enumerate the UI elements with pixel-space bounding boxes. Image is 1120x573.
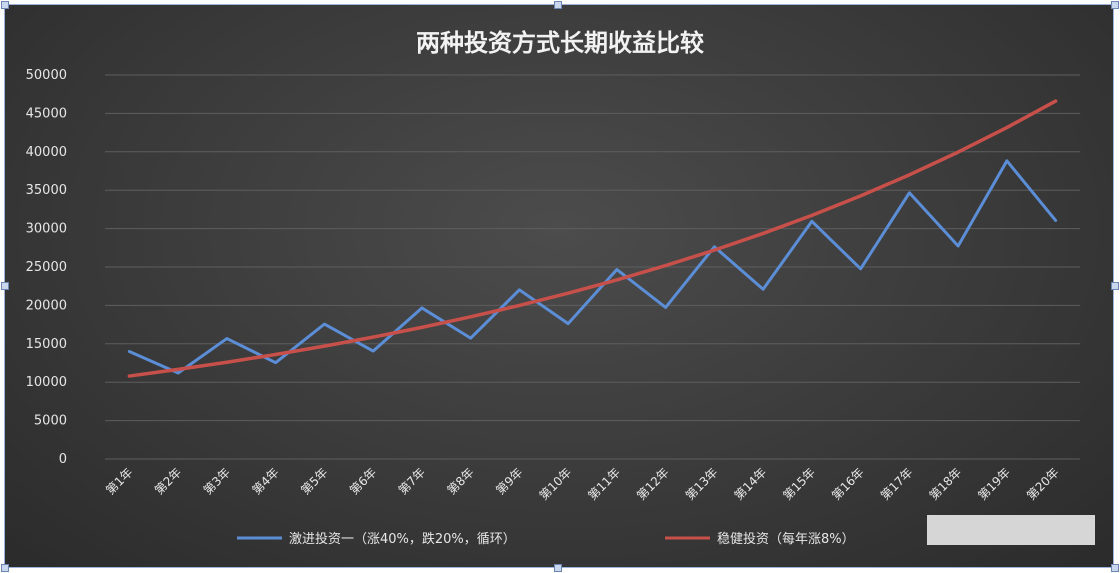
resize-handle-top-right[interactable] bbox=[1111, 1, 1119, 9]
x-tick-label: 第6年 bbox=[347, 465, 379, 497]
x-tick-label: 第13年 bbox=[683, 465, 721, 503]
resize-handle-left[interactable] bbox=[1, 282, 9, 290]
legend-label: 稳健投资（每年涨8%） bbox=[717, 531, 855, 547]
series-line-1 bbox=[127, 159, 1058, 375]
y-axis-tick-labels: 0 5000 10000 15000 20000 25000 30000 35000 40000… bbox=[26, 68, 67, 467]
resize-handle-top-left[interactable] bbox=[1, 1, 9, 9]
series-lines bbox=[127, 99, 1058, 378]
x-tick-label: 第15年 bbox=[780, 465, 818, 503]
x-tick-label: 第10年 bbox=[537, 465, 575, 503]
resize-handle-right[interactable] bbox=[1111, 282, 1119, 290]
x-tick-label: 第17年 bbox=[878, 465, 916, 503]
x-tick-label: 第14年 bbox=[732, 465, 770, 503]
y-tick-label: 40000 bbox=[26, 145, 67, 160]
series-line-2 bbox=[127, 99, 1058, 378]
x-tick-label: 第5年 bbox=[298, 465, 330, 497]
x-tick-label: 第11年 bbox=[585, 465, 623, 503]
x-tick-label: 第3年 bbox=[201, 465, 233, 497]
y-tick-label: 50000 bbox=[26, 68, 67, 83]
resize-handle-bottom[interactable] bbox=[554, 564, 562, 572]
y-tick-label: 35000 bbox=[26, 183, 67, 198]
y-tick-label: 0 bbox=[59, 452, 67, 467]
line-chart: 两种投资方式长期收益比较 0 5000 10000 15000 20000 25000 30… bbox=[26, 29, 1080, 547]
chart-title: 两种投资方式长期收益比较 bbox=[416, 29, 704, 57]
legend-label: 激进投资一（涨40%，跌20%，循环） bbox=[289, 531, 516, 547]
x-tick-label: 第2年 bbox=[152, 465, 184, 497]
x-tick-label: 第4年 bbox=[249, 465, 281, 497]
legend: 激进投资一（涨40%，跌20%，循环） 稳健投资（每年涨8%） bbox=[237, 531, 855, 547]
x-tick-label: 第8年 bbox=[444, 465, 476, 497]
y-tick-label: 5000 bbox=[34, 414, 67, 429]
x-tick-label: 第16年 bbox=[829, 465, 867, 503]
resize-handle-top[interactable] bbox=[554, 1, 562, 9]
chart-frame: 两种投资方式长期收益比较 0 5000 10000 15000 20000 25000 30… bbox=[4, 4, 1114, 568]
y-tick-label: 45000 bbox=[26, 106, 67, 121]
x-tick-label: 第12年 bbox=[634, 465, 672, 503]
gridlines bbox=[105, 74, 1080, 460]
x-tick-label: 第1年 bbox=[103, 465, 135, 497]
y-tick-label: 25000 bbox=[26, 260, 67, 275]
x-tick-label: 第19年 bbox=[975, 465, 1013, 503]
x-tick-label: 第9年 bbox=[493, 465, 525, 497]
y-tick-label: 15000 bbox=[26, 337, 67, 352]
x-tick-label: 第20年 bbox=[1024, 465, 1062, 503]
resize-handle-bottom-right[interactable] bbox=[1111, 564, 1119, 572]
x-axis-tick-labels: 第1年 第2年 第3年 第4年 第5年 第6年 第7年 第8年 第9年 第10年 第11年 第12年第… bbox=[103, 465, 1062, 503]
resize-handle-bottom-left[interactable] bbox=[1, 564, 9, 572]
x-tick-label: 第7年 bbox=[396, 465, 428, 497]
y-tick-label: 20000 bbox=[26, 298, 67, 313]
x-tick-label: 第18年 bbox=[927, 465, 965, 503]
y-tick-label: 30000 bbox=[26, 222, 67, 237]
redaction-block bbox=[927, 515, 1095, 545]
y-tick-label: 10000 bbox=[26, 375, 67, 390]
